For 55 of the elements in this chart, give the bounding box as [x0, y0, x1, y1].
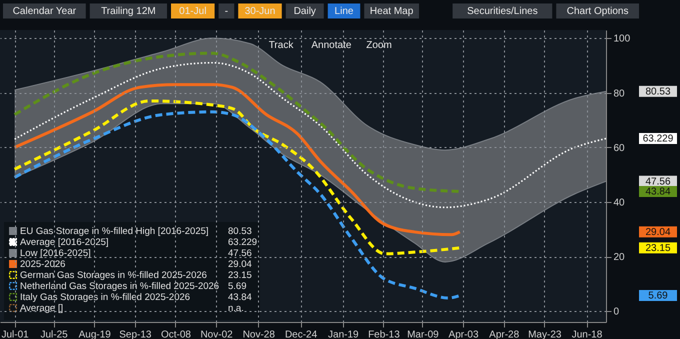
line-series: [13, 52, 462, 193]
text: Heat Map: [370, 6, 414, 17]
annotation: 43.84: [228, 292, 252, 303]
line-series: [14, 62, 607, 208]
text: -: [224, 6, 228, 17]
legend-label: Netherland Gas Storages in %-filled 2025-2026: [20, 281, 220, 292]
annotation: n.a.: [228, 303, 244, 314]
x-tick-label: Jun-18: [572, 330, 603, 339]
text: Securities/Lines: [467, 6, 538, 17]
text: Trailing 12M: [101, 6, 156, 17]
x-tick-label: Feb-13: [368, 330, 400, 339]
y-tick-label: 100: [614, 34, 631, 45]
legend-label: German Gas Storages in %-filled 2025-2026: [20, 270, 207, 281]
text: Daily: [294, 6, 316, 17]
x-tick-label: Dec-24: [284, 330, 318, 339]
annotation: Annotate: [311, 40, 352, 51]
text: 63.229: [642, 134, 674, 145]
legend-label: 2025-2026: [20, 259, 66, 270]
line-series: [13, 83, 462, 236]
y-tick-label: 60: [614, 142, 626, 154]
y-tick-label: 40: [614, 197, 626, 208]
text: 23.15: [645, 242, 671, 254]
legend-label: Average [2016-2025]: [20, 237, 109, 248]
text: Line: [334, 6, 354, 17]
annotation: 63.229: [228, 237, 258, 248]
legend-label: Average []: [20, 303, 64, 314]
x-tick-label: Jul-01: [1, 330, 30, 339]
x-tick-label: Mar-09: [407, 330, 440, 339]
text: 5.69: [648, 290, 668, 302]
legend-label: Low [2016-2025]: [20, 248, 91, 259]
annotation: Track: [268, 40, 294, 51]
text: Chart Options: [566, 6, 628, 17]
legend-label: Italy Gas Storages in %-filled 2025-2026: [20, 292, 190, 303]
annotation: 23.15: [228, 270, 252, 281]
x-tick-label: Nov-28: [242, 330, 276, 339]
y-tick-label: 0: [614, 306, 620, 318]
text: 43.84: [645, 186, 671, 198]
y-tick-label: 20: [614, 252, 626, 264]
text: 01-Jul: [179, 6, 206, 17]
text: 47.56: [645, 176, 671, 188]
annotation: 5.69: [228, 281, 246, 292]
x-tick-label: Jan-19: [328, 330, 360, 339]
x-tick-label: Jul-25: [40, 330, 68, 339]
line-series: [14, 38, 606, 151]
text: Calendar Year: [12, 6, 77, 17]
y-tick-label: 80: [614, 88, 626, 100]
annotation: Zoom: [366, 40, 392, 51]
annotation: 29.04: [228, 259, 252, 270]
x-tick-label: Nov-02: [200, 330, 234, 339]
annotation: 80.53: [228, 226, 252, 237]
text: 30-Jun: [244, 6, 276, 17]
text: 80.53: [645, 86, 671, 98]
x-tick-label: Oct-08: [160, 330, 192, 339]
annotation: 47.56: [228, 248, 252, 259]
text: 29.04: [645, 226, 671, 238]
